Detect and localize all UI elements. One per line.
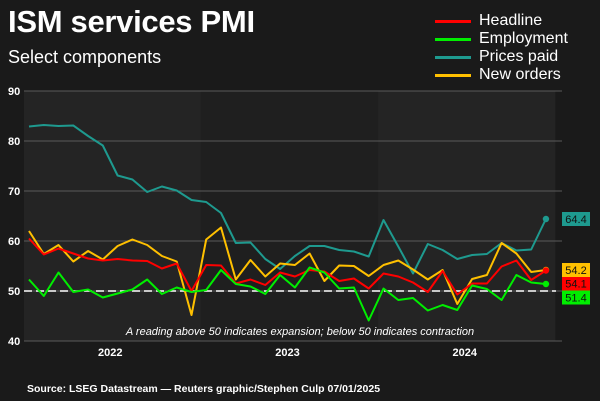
legend-swatch bbox=[435, 73, 471, 77]
source-note: Source: LSEG Datastream — Reuters graphi… bbox=[27, 383, 381, 395]
series-line-employment bbox=[28, 266, 547, 322]
y-tick-label: 40 bbox=[8, 336, 20, 348]
year-bands bbox=[24, 91, 556, 341]
y-tick-label: 90 bbox=[8, 86, 20, 98]
annotation: A reading above 50 indicates expansion; … bbox=[125, 326, 474, 338]
legend-label: Employment bbox=[479, 30, 568, 47]
legend-label: New orders bbox=[479, 66, 561, 83]
year-band-2024 bbox=[378, 91, 556, 341]
end-label-box-employment bbox=[562, 290, 590, 305]
legend-item-prices-paid: Prices paid bbox=[435, 48, 568, 66]
x-tick-label: 2023 bbox=[275, 347, 299, 359]
end-point-headline bbox=[542, 267, 550, 274]
end-label-box-prices-paid bbox=[562, 212, 590, 226]
end-label-headline: 54.1 bbox=[565, 279, 586, 291]
chart-subtitle: Select components bbox=[8, 47, 162, 67]
end-label-box-headline bbox=[562, 276, 590, 291]
y-tick-label: 60 bbox=[8, 236, 20, 248]
x-axis-ticks: 2022 2023 2024 bbox=[98, 347, 478, 359]
series-line-prices-paid bbox=[28, 124, 547, 275]
series-line-headline bbox=[28, 237, 547, 296]
series-line-new-orders bbox=[28, 226, 547, 316]
end-point-employment bbox=[542, 280, 550, 288]
end-label-box-new-orders bbox=[562, 263, 590, 277]
legend-swatch bbox=[435, 19, 471, 23]
legend-label: Headline bbox=[479, 12, 543, 29]
legend: Headline Employment Prices paid New orde… bbox=[435, 12, 568, 84]
x-tick-label: 2022 bbox=[98, 347, 122, 359]
y-tick-label: 80 bbox=[8, 136, 20, 148]
legend-item-employment: Employment bbox=[435, 30, 568, 48]
legend-item-new-orders: New orders bbox=[435, 66, 568, 84]
series-lines bbox=[28, 124, 550, 322]
chart-title: ISM services PMI bbox=[8, 4, 255, 39]
y-axis-ticks: 40 50 60 70 80 90 bbox=[8, 86, 20, 348]
legend-swatch bbox=[435, 37, 471, 41]
legend-label: Prices paid bbox=[479, 48, 559, 65]
legend-item-headline: Headline bbox=[435, 12, 568, 30]
end-labels: 54.1 51.4 64.4 54.2 bbox=[562, 212, 590, 305]
year-band-2023 bbox=[200, 91, 379, 341]
y-tick-label: 70 bbox=[8, 186, 20, 198]
end-label-new-orders: 54.2 bbox=[565, 265, 586, 277]
x-tick-label: 2024 bbox=[452, 347, 477, 359]
legend-swatch bbox=[435, 55, 471, 59]
end-label-employment: 51.4 bbox=[565, 293, 586, 305]
y-tick-label: 50 bbox=[8, 286, 20, 298]
end-label-prices-paid: 64.4 bbox=[565, 214, 586, 226]
end-point-prices-paid bbox=[542, 215, 550, 223]
year-band-2022 bbox=[24, 91, 201, 341]
